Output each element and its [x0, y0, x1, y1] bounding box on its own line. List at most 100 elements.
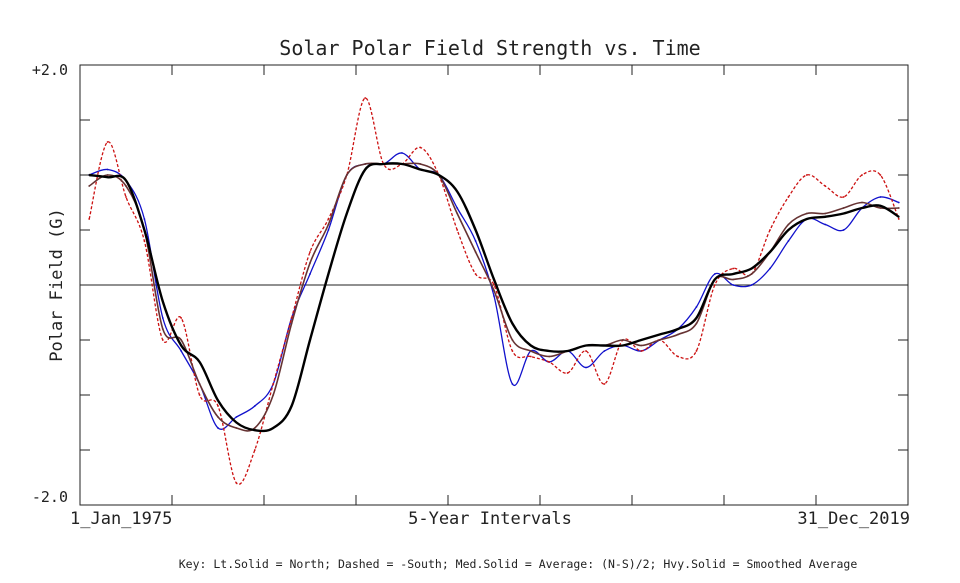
series-3-point-26 — [566, 350, 569, 352]
series-3-point-9 — [253, 429, 256, 432]
series-1-point-44 — [897, 218, 900, 220]
series-3-point-25 — [548, 350, 551, 352]
series-2-point-1 — [106, 174, 109, 176]
series-3-point-7 — [217, 399, 219, 402]
series-3-point-40 — [824, 215, 827, 218]
series-1-point-18 — [419, 146, 422, 149]
series-0-point-20 — [456, 207, 459, 209]
series-1-point-9 — [253, 449, 256, 451]
series-3-point-2 — [125, 179, 127, 182]
series-3-point-31 — [658, 333, 661, 336]
series-2-point-41 — [842, 207, 845, 209]
series-3-point-29 — [621, 344, 624, 347]
series-3-point-1 — [106, 176, 109, 179]
series-1-point-37 — [769, 229, 771, 231]
series-3-point-13 — [327, 273, 330, 275]
series-0-point-41 — [842, 229, 845, 231]
series-2-point-13 — [327, 223, 330, 226]
series-3-point-5 — [180, 344, 183, 347]
series-1-point-11 — [290, 317, 293, 319]
series-0-point-1 — [106, 168, 109, 171]
series-3-point-21 — [474, 229, 477, 231]
series-line-3 — [89, 162, 900, 433]
series-2-point-11 — [290, 322, 293, 325]
series-3-point-18 — [419, 168, 422, 171]
series-0-point-43 — [879, 196, 882, 198]
series-2-point-32 — [677, 333, 679, 336]
series-0-point-40 — [824, 223, 827, 226]
series-1-point-40 — [824, 185, 827, 187]
series-0-point-33 — [695, 306, 698, 308]
series-layer — [88, 97, 900, 486]
series-1-point-20 — [456, 229, 459, 231]
series-0-point-21 — [474, 240, 477, 242]
series-0-point-34 — [713, 273, 716, 275]
series-2-point-24 — [529, 350, 532, 352]
series-0-point-7 — [217, 427, 219, 429]
series-0-point-28 — [603, 350, 606, 352]
series-0-point-13 — [327, 229, 330, 231]
series-3-point-19 — [437, 174, 440, 176]
series-2-point-6 — [198, 383, 201, 385]
series-2-point-15 — [364, 163, 367, 165]
series-2-point-20 — [456, 212, 459, 215]
series-3-point-39 — [805, 218, 808, 220]
series-2-point-30 — [640, 344, 643, 347]
series-2-point-7 — [217, 416, 219, 418]
series-2-point-22 — [493, 289, 495, 292]
series-0-point-5 — [180, 350, 183, 352]
series-2-point-38 — [787, 223, 790, 226]
series-2-point-35 — [732, 278, 735, 281]
series-1-point-30 — [640, 350, 643, 352]
series-1-point-34 — [713, 284, 716, 286]
series-3-point-30 — [640, 339, 643, 341]
series-2-point-42 — [861, 201, 863, 204]
chart-key: Key: Lt.Solid = North; Dashed = -South; … — [179, 557, 858, 571]
series-0-point-22 — [493, 295, 495, 297]
series-3-point-15 — [364, 168, 367, 171]
series-1-point-27 — [585, 350, 587, 352]
series-1-point-26 — [566, 372, 569, 374]
series-1-point-1 — [106, 141, 109, 143]
series-1-point-23 — [511, 350, 514, 352]
series-0-point-35 — [732, 284, 735, 286]
series-3-point-3 — [143, 229, 146, 231]
y-tick-label-bottom: -2.0 — [32, 488, 68, 506]
series-2-point-40 — [824, 212, 827, 215]
chart-title: Solar Polar Field Strength vs. Time — [279, 36, 700, 60]
series-2-point-8 — [235, 427, 238, 429]
series-0-point-44 — [897, 201, 900, 204]
series-1-point-39 — [805, 174, 808, 176]
series-0-point-12 — [309, 273, 311, 275]
series-2-point-0 — [88, 185, 91, 187]
series-3-point-20 — [456, 190, 459, 193]
series-2-point-21 — [474, 251, 477, 253]
series-3-point-28 — [603, 344, 606, 347]
series-1-point-13 — [327, 218, 330, 220]
series-line-1 — [88, 97, 900, 486]
series-3-point-44 — [897, 215, 900, 218]
series-2-point-10 — [272, 394, 275, 396]
series-1-point-10 — [272, 383, 275, 385]
series-3-point-35 — [732, 273, 735, 275]
series-1-point-25 — [548, 361, 551, 363]
series-3-point-38 — [787, 229, 790, 231]
series-3-point-11 — [290, 405, 293, 407]
series-3-point-24 — [529, 344, 532, 347]
series-3-point-27 — [585, 344, 587, 347]
series-1-point-6 — [198, 394, 201, 396]
series-3-point-43 — [879, 204, 882, 207]
series-2-point-39 — [805, 212, 808, 215]
series-2-point-12 — [309, 262, 311, 264]
series-0-point-27 — [585, 366, 587, 369]
series-2-point-14 — [345, 174, 348, 176]
x-tick-label-start: 1_Jan_1975 — [70, 509, 172, 529]
y-tick-label-top: +2.0 — [32, 61, 68, 79]
series-0-point-23 — [511, 383, 514, 385]
series-1-point-3 — [143, 240, 146, 242]
series-3-point-17 — [401, 163, 403, 165]
series-0-point-38 — [787, 240, 790, 242]
series-3-point-23 — [511, 322, 514, 325]
series-3-point-41 — [842, 212, 845, 215]
